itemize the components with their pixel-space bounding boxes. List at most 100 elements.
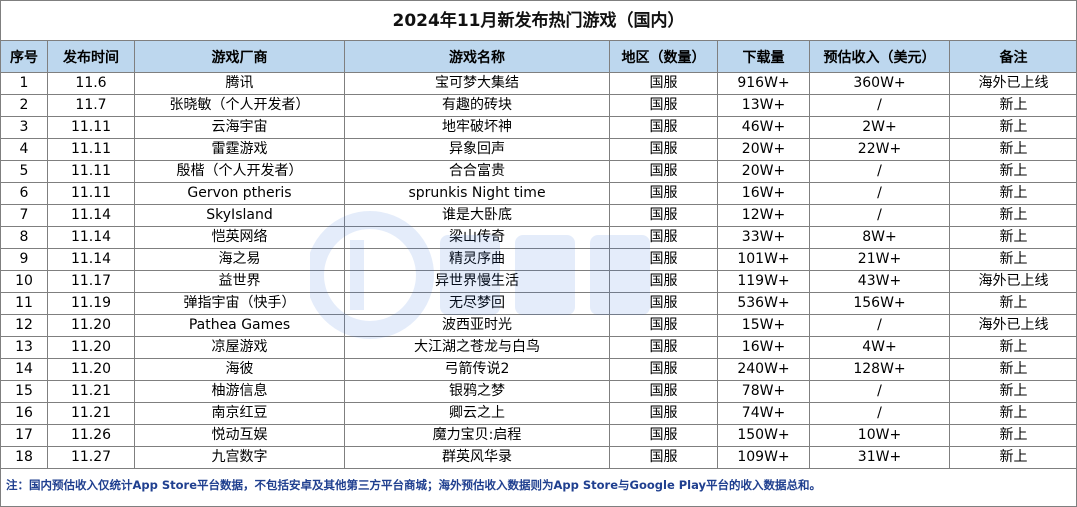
cell-release-date: 11.21 (47, 402, 135, 425)
cell-game-name: 精灵序曲 (344, 248, 610, 271)
cell-publisher: 悦动互娱 (134, 424, 345, 447)
cell-seq: 9 (0, 248, 48, 271)
cell-release-date: 11.20 (47, 336, 135, 359)
table-row: 7 11.14 SkyIsland 谁是大卧底 国服 12W+ / 新上 (0, 204, 1077, 227)
cell-region: 国服 (609, 204, 718, 227)
cell-publisher: 凉屋游戏 (134, 336, 345, 359)
cell-region: 国服 (609, 226, 718, 249)
cell-release-date: 11.14 (47, 226, 135, 249)
cell-region: 国服 (609, 402, 718, 425)
cell-downloads: 109W+ (717, 446, 810, 469)
cell-release-date: 11.26 (47, 424, 135, 447)
cell-remark: 新上 (949, 424, 1077, 447)
cell-region: 国服 (609, 182, 718, 205)
table-row: 8 11.14 恺英网络 梁山传奇 国服 33W+ 8W+ 新上 (0, 226, 1077, 249)
cell-remark: 新上 (949, 358, 1077, 381)
cell-release-date: 11.20 (47, 314, 135, 337)
cell-remark: 新上 (949, 292, 1077, 315)
table-row: 17 11.26 悦动互娱 魔力宝贝:启程 国服 150W+ 10W+ 新上 (0, 424, 1077, 447)
cell-downloads: 240W+ (717, 358, 810, 381)
cell-region: 国服 (609, 270, 718, 293)
table-row: 1 11.6 腾讯 宝可梦大集结 国服 916W+ 360W+ 海外已上线 (0, 72, 1077, 95)
cell-revenue: / (809, 160, 950, 183)
cell-remark: 海外已上线 (949, 270, 1077, 293)
cell-downloads: 74W+ (717, 402, 810, 425)
cell-game-name: 魔力宝贝:启程 (344, 424, 610, 447)
footnote: 注：国内预估收入仅统计App Store平台数据，不包括安卓及其他第三方平台商城… (6, 478, 822, 492)
cell-downloads: 15W+ (717, 314, 810, 337)
cell-seq: 4 (0, 138, 48, 161)
table-row: 2 11.7 张晓敏（个人开发者） 有趣的砖块 国服 13W+ / 新上 (0, 94, 1077, 117)
cell-downloads: 46W+ (717, 116, 810, 139)
cell-downloads: 20W+ (717, 138, 810, 161)
cell-game-name: 合合富贵 (344, 160, 610, 183)
cell-downloads: 33W+ (717, 226, 810, 249)
header-revenue: 预估收入（美元） (809, 40, 950, 73)
table-row: 6 11.11 Gervon ptheris sprunkis Night time 国… (0, 182, 1077, 205)
cell-revenue: / (809, 204, 950, 227)
table-row: 18 11.27 九宫数字 群英风华录 国服 109W+ 31W+ 新上 (0, 446, 1077, 469)
header-downloads: 下载量 (717, 40, 810, 73)
cell-remark: 新上 (949, 446, 1077, 469)
cell-publisher: 弹指宇宙（快手） (134, 292, 345, 315)
cell-downloads: 119W+ (717, 270, 810, 293)
cell-remark: 新上 (949, 160, 1077, 183)
cell-publisher: 张晓敏（个人开发者） (134, 94, 345, 117)
header-publisher: 游戏厂商 (134, 40, 345, 73)
cell-publisher: 柚游信息 (134, 380, 345, 403)
table-row: 10 11.17 益世界 异世界慢生活 国服 119W+ 43W+ 海外已上线 (0, 270, 1077, 293)
cell-revenue: 8W+ (809, 226, 950, 249)
cell-region: 国服 (609, 94, 718, 117)
cell-game-name: 大江湖之苍龙与白鸟 (344, 336, 610, 359)
cell-release-date: 11.20 (47, 358, 135, 381)
cell-publisher: 殷楷（个人开发者） (134, 160, 345, 183)
table-row: 11 11.19 弹指宇宙（快手） 无尽梦回 国服 536W+ 156W+ 新上 (0, 292, 1077, 315)
games-table: 序号 发布时间 游戏厂商 游戏名称 地区（数量） 下载量 预估收入（美元） 备注 1 11.6 腾… (0, 40, 1077, 469)
table-row: 15 11.21 柚游信息 银鸦之梦 国服 78W+ / 新上 (0, 380, 1077, 403)
cell-game-name: 谁是大卧底 (344, 204, 610, 227)
header-region: 地区（数量） (609, 40, 718, 73)
cell-release-date: 11.11 (47, 160, 135, 183)
cell-remark: 新上 (949, 380, 1077, 403)
cell-publisher: 恺英网络 (134, 226, 345, 249)
cell-remark: 海外已上线 (949, 314, 1077, 337)
cell-seq: 11 (0, 292, 48, 315)
cell-remark: 新上 (949, 402, 1077, 425)
table-row: 9 11.14 海之易 精灵序曲 国服 101W+ 21W+ 新上 (0, 248, 1077, 271)
cell-downloads: 12W+ (717, 204, 810, 227)
cell-remark: 新上 (949, 182, 1077, 205)
cell-release-date: 11.27 (47, 446, 135, 469)
cell-publisher: 云海宇宙 (134, 116, 345, 139)
cell-seq: 3 (0, 116, 48, 139)
cell-release-date: 11.7 (47, 94, 135, 117)
cell-revenue: 22W+ (809, 138, 950, 161)
cell-downloads: 150W+ (717, 424, 810, 447)
cell-game-name: sprunkis Night time (344, 182, 610, 205)
cell-revenue: / (809, 182, 950, 205)
cell-downloads: 13W+ (717, 94, 810, 117)
cell-release-date: 11.11 (47, 116, 135, 139)
cell-publisher: 雷霆游戏 (134, 138, 345, 161)
cell-publisher: 南京红豆 (134, 402, 345, 425)
cell-region: 国服 (609, 138, 718, 161)
cell-publisher: 腾讯 (134, 72, 345, 95)
cell-revenue: 360W+ (809, 72, 950, 95)
cell-revenue: 156W+ (809, 292, 950, 315)
cell-game-name: 异世界慢生活 (344, 270, 610, 293)
cell-region: 国服 (609, 72, 718, 95)
cell-region: 国服 (609, 424, 718, 447)
cell-publisher: Pathea Games (134, 314, 345, 337)
cell-publisher: 九宫数字 (134, 446, 345, 469)
cell-release-date: 11.21 (47, 380, 135, 403)
cell-game-name: 波西亚时光 (344, 314, 610, 337)
cell-seq: 18 (0, 446, 48, 469)
cell-game-name: 有趣的砖块 (344, 94, 610, 117)
cell-game-name: 银鸦之梦 (344, 380, 610, 403)
cell-revenue: 10W+ (809, 424, 950, 447)
header-game-name: 游戏名称 (344, 40, 610, 73)
table-row: 13 11.20 凉屋游戏 大江湖之苍龙与白鸟 国服 16W+ 4W+ 新上 (0, 336, 1077, 359)
cell-revenue: 31W+ (809, 446, 950, 469)
cell-seq: 1 (0, 72, 48, 95)
table-title: 2024年11月新发布热门游戏（国内） (392, 11, 685, 31)
cell-region: 国服 (609, 336, 718, 359)
